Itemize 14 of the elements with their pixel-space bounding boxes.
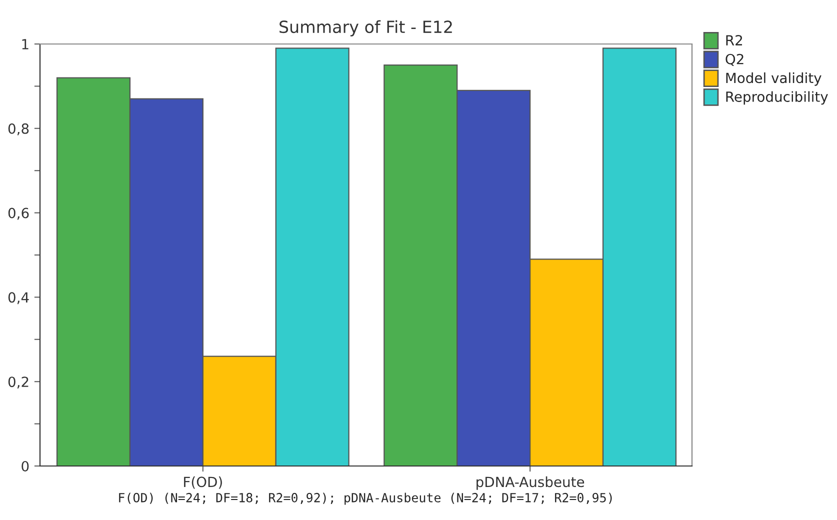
x-tick-label: pDNA-Ausbeute <box>476 476 584 490</box>
legend-label: Q2 <box>726 54 744 66</box>
legend-label: Model validity <box>726 72 822 86</box>
legend-label: Reproducibility <box>726 91 828 105</box>
y-tick-label: 1 <box>22 39 28 50</box>
x-tick-label: F(OD) <box>184 476 222 489</box>
chart-title: Summary of Fit - E12 <box>280 20 452 36</box>
y-tick-label: 0,2 <box>8 376 28 388</box>
x-axis-title: F(OD) (N=24; DF=18; R2=0,92); pDNA-Ausbeute (N=24; DF=17; R2=0,95) <box>119 492 612 505</box>
y-tick-label: 0 <box>22 460 29 472</box>
y-tick-label: 0,8 <box>8 123 29 136</box>
y-tick-label: 0,4 <box>8 292 29 304</box>
y-tick-label: 0,6 <box>8 208 29 220</box>
legend-label: R2 <box>726 35 742 46</box>
